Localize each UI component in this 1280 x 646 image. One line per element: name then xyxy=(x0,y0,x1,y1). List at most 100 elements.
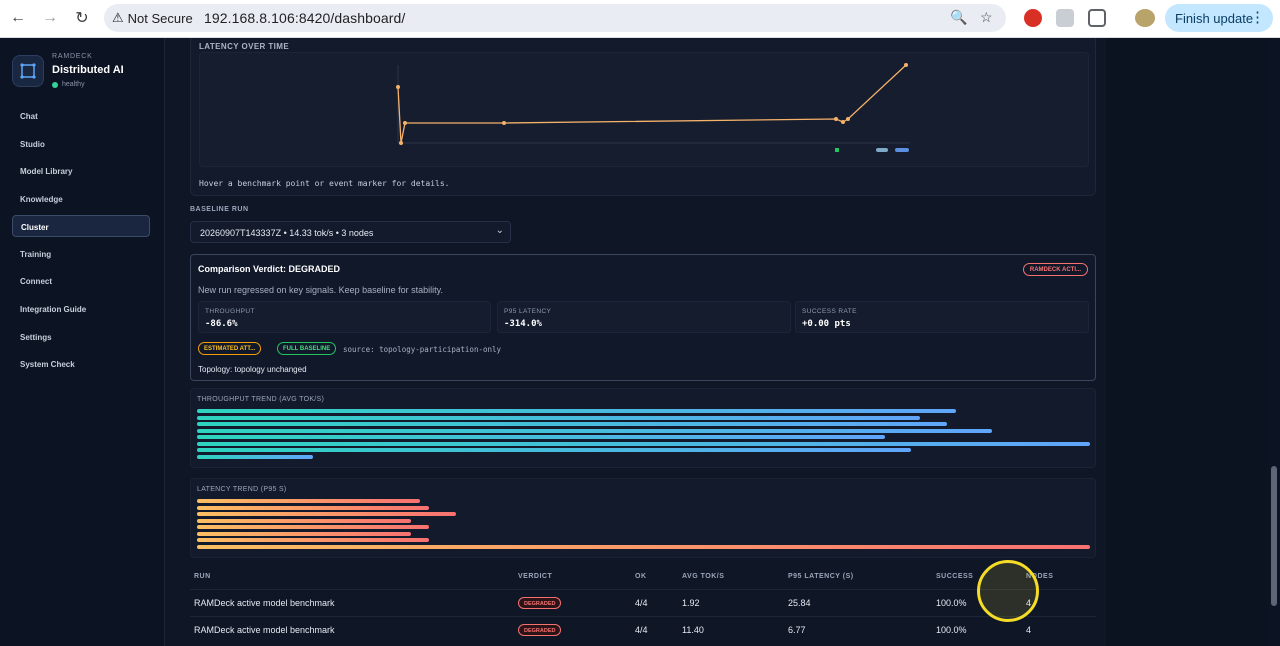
throughput-bar[interactable] xyxy=(197,422,947,426)
cell-avg-toks: 1.92 xyxy=(682,598,700,608)
throughput-bar[interactable] xyxy=(197,435,885,439)
latency-point[interactable] xyxy=(399,141,403,145)
latency-point[interactable] xyxy=(834,117,838,121)
latency-bar[interactable] xyxy=(197,512,456,516)
health-status: healthy xyxy=(52,81,85,88)
cell-p95: 6.77 xyxy=(788,625,806,635)
throughput-bar[interactable] xyxy=(197,448,911,452)
throughput-bar[interactable] xyxy=(197,415,920,420)
brand-title: Distributed AI xyxy=(52,64,124,76)
warning-icon: ⚠ xyxy=(112,10,124,25)
sidebar-item-integration-guide[interactable]: Integration Guide xyxy=(20,305,87,314)
latency-chart-title: LATENCY OVER TIME xyxy=(199,42,290,51)
throughput-bar[interactable] xyxy=(197,454,313,459)
full-baseline-pill: FULL BASELINE xyxy=(277,342,337,355)
cursor-highlight xyxy=(977,560,1039,622)
latency-bar[interactable] xyxy=(197,499,420,503)
column-header-p95-latency[interactable]: P95 LATENCY (S) xyxy=(788,573,854,580)
column-header-verdict[interactable]: VERDICT xyxy=(518,573,553,580)
latency-line xyxy=(397,64,907,144)
latency-point[interactable] xyxy=(502,121,506,125)
event-marker[interactable] xyxy=(895,148,909,152)
verdict-badge: DEGRADED xyxy=(518,624,562,636)
right-gutter xyxy=(1106,38,1268,646)
cell-success: 100.0% xyxy=(936,625,967,635)
brand-logo-icon xyxy=(12,55,44,87)
table-row[interactable]: RAMDeck active model benchmark DEGRADED … xyxy=(190,589,1096,615)
latency-point[interactable] xyxy=(904,63,908,67)
column-header-nodes[interactable]: NODES xyxy=(1026,573,1054,580)
extensions-puzzle-icon[interactable] xyxy=(1088,9,1106,27)
metric-value: -314.0% xyxy=(504,319,542,329)
sidebar-item-chat[interactable]: Chat xyxy=(20,112,38,121)
sidebar-item-settings[interactable]: Settings xyxy=(20,333,52,342)
runs-table: RUN VERDICT OK AVG TOK/S P95 LATENCY (S)… xyxy=(190,566,1096,646)
column-header-run[interactable]: RUN xyxy=(194,573,211,580)
throughput-bar[interactable] xyxy=(197,441,1090,446)
profile-avatar[interactable] xyxy=(1135,9,1155,27)
sidebar-item-studio[interactable]: Studio xyxy=(20,140,45,149)
event-marker[interactable] xyxy=(876,148,888,152)
column-header-ok[interactable]: OK xyxy=(635,573,647,580)
latency-bar[interactable] xyxy=(197,505,429,510)
sidebar-item-model-library[interactable]: Model Library xyxy=(20,167,73,176)
metric-success-rate: SUCCESS RATE +0.00 pts xyxy=(795,301,1089,333)
latency-bar[interactable] xyxy=(197,538,429,542)
verdict-title: Comparison Verdict: DEGRADED xyxy=(198,264,341,274)
estimated-attribution-pill: ESTIMATED ATT... xyxy=(198,342,262,355)
throughput-bar[interactable] xyxy=(197,428,992,433)
more-menu-icon[interactable]: ⋮ xyxy=(1250,9,1265,26)
latency-point[interactable] xyxy=(841,120,845,124)
latency-over-time-panel: LATENCY OVER TIME Hover a benchmark poin… xyxy=(190,38,1096,196)
page-scrollbar[interactable] xyxy=(1268,38,1280,646)
finish-update-button[interactable]: Finish update ⋮ xyxy=(1165,4,1273,32)
sidebar-item-knowledge[interactable]: Knowledge xyxy=(20,195,63,204)
address-bar[interactable]: ⚠ Not Secure 192.168.8.106:8420/dashboar… xyxy=(104,4,1006,32)
baseline-run-select[interactable]: 20260907T143337Z • 14.33 tok/s • 3 nodes… xyxy=(190,221,511,243)
throughput-bar[interactable] xyxy=(197,409,956,413)
zoom-icon[interactable]: 🔍 xyxy=(950,9,968,25)
column-header-avg-toks[interactable]: AVG TOK/S xyxy=(682,573,725,580)
extension-grey-icon[interactable] xyxy=(1056,9,1074,27)
scrollbar-thumb[interactable] xyxy=(1271,466,1277,606)
event-marker[interactable] xyxy=(835,148,839,152)
sidebar-item-system-check[interactable]: System Check xyxy=(20,360,75,369)
latency-chart-svg[interactable] xyxy=(200,53,1090,168)
cell-ok: 4/4 xyxy=(635,625,648,635)
table-row[interactable]: RAMDeck active model benchmark DEGRADED … xyxy=(190,616,1096,642)
health-label: healthy xyxy=(62,81,85,88)
verdict-description: New run regressed on key signals. Keep b… xyxy=(198,285,443,295)
latency-chart-hint: Hover a benchmark point or event marker … xyxy=(199,179,450,188)
latency-chart-area[interactable] xyxy=(199,52,1089,167)
bookmark-star-icon[interactable]: ☆ xyxy=(980,9,993,25)
verdict-source: source: topology-participation-only xyxy=(343,345,502,354)
baseline-run-label: BASELINE RUN xyxy=(190,206,249,213)
extension-red-icon[interactable] xyxy=(1024,9,1042,27)
forward-icon[interactable]: → xyxy=(42,9,58,26)
browser-toolbar: ← → ↻ ⚠ Not Secure 192.168.8.106:8420/da… xyxy=(0,0,1280,38)
latency-point[interactable] xyxy=(396,85,400,89)
latency-point[interactable] xyxy=(403,121,407,125)
sidebar-item-connect[interactable]: Connect xyxy=(20,277,52,286)
latency-point[interactable] xyxy=(846,117,850,121)
latency-bar[interactable] xyxy=(197,544,1090,549)
comparison-verdict-panel: Comparison Verdict: DEGRADED RAMDECK ACT… xyxy=(190,254,1096,381)
cell-avg-toks: 11.40 xyxy=(682,625,704,635)
sidebar-item-cluster[interactable]: Cluster xyxy=(12,215,150,237)
finish-update-label: Finish update xyxy=(1175,10,1254,26)
metric-throughput: THROUGHPUT -86.6% xyxy=(198,301,491,333)
url-text[interactable]: 192.168.8.106:8420/dashboard/ xyxy=(204,10,406,26)
latency-bar[interactable] xyxy=(197,518,411,523)
latency-bar[interactable] xyxy=(197,525,429,529)
throughput-trend-title: THROUGHPUT TREND (AVG TOK/S) xyxy=(197,396,325,403)
not-secure-chip[interactable]: ⚠ Not Secure xyxy=(112,9,193,27)
back-icon[interactable]: ← xyxy=(10,9,26,26)
latency-bar[interactable] xyxy=(197,531,411,536)
column-header-success[interactable]: SUCCESS xyxy=(936,573,974,580)
sidebar: RAMDECK Distributed AI healthy Chat Stud… xyxy=(0,38,165,646)
reload-icon[interactable]: ↻ xyxy=(75,10,89,27)
brand-kicker: RAMDECK xyxy=(52,53,93,60)
cell-run: RAMDeck active model benchmark xyxy=(194,598,335,608)
sidebar-item-training[interactable]: Training xyxy=(20,250,52,259)
metric-value: +0.00 pts xyxy=(802,319,851,329)
